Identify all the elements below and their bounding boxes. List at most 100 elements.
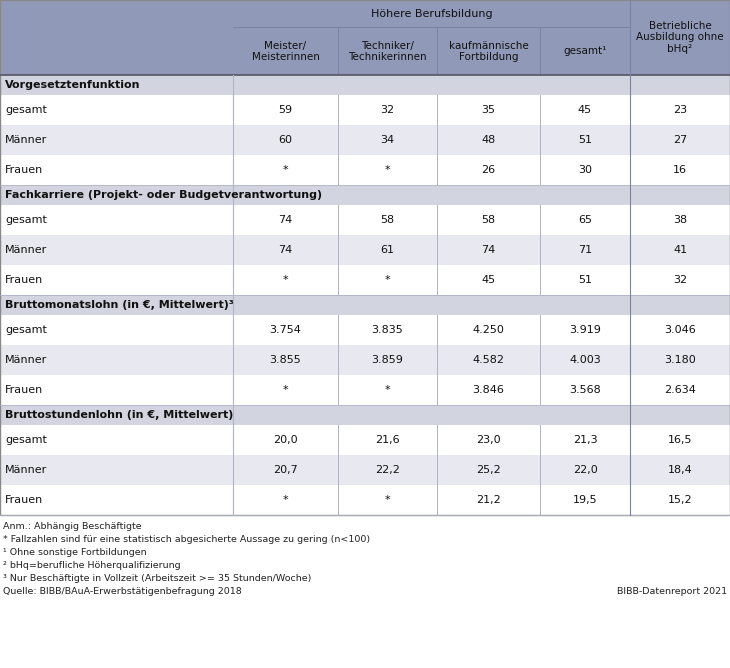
Text: Frauen: Frauen: [5, 385, 43, 395]
Bar: [437, 315, 438, 345]
Bar: [0, 205, 730, 235]
Text: Frauen: Frauen: [5, 275, 43, 285]
Text: 19,5: 19,5: [573, 495, 597, 505]
Text: 51: 51: [578, 135, 592, 145]
Text: 61: 61: [380, 245, 394, 255]
Bar: [233, 95, 234, 125]
Bar: [233, 125, 234, 155]
Text: 35: 35: [482, 105, 496, 115]
Bar: [540, 125, 541, 155]
Text: 16,5: 16,5: [668, 435, 692, 445]
Text: 3.180: 3.180: [664, 355, 696, 365]
Text: Männer: Männer: [5, 245, 47, 255]
Text: Vorgesetztenfunktion: Vorgesetztenfunktion: [5, 80, 140, 90]
Bar: [437, 375, 438, 405]
Bar: [630, 345, 631, 375]
Text: 23,0: 23,0: [476, 435, 501, 445]
Bar: [338, 425, 339, 455]
Text: ³ Nur Beschäftigte in Vollzeit (Arbeitszeit >= 35 Stunden/Woche): ³ Nur Beschäftigte in Vollzeit (Arbeitsz…: [3, 574, 312, 583]
Bar: [233, 485, 234, 515]
Text: 65: 65: [578, 215, 592, 225]
Bar: [233, 27, 630, 28]
Text: 58: 58: [482, 215, 496, 225]
Text: 20,0: 20,0: [273, 435, 298, 445]
Bar: [233, 455, 234, 485]
Bar: [233, 155, 234, 185]
Text: 30: 30: [578, 165, 592, 175]
Bar: [338, 345, 339, 375]
Bar: [233, 235, 234, 265]
Bar: [0, 375, 730, 405]
Bar: [0, 485, 730, 515]
Bar: [0, 265, 730, 295]
Bar: [0, 155, 730, 185]
Text: 45: 45: [578, 105, 592, 115]
Bar: [437, 28, 438, 75]
Bar: [338, 235, 339, 265]
Text: Bruttomonatslohn (in €, Mittelwert)³: Bruttomonatslohn (in €, Mittelwert)³: [5, 300, 234, 310]
Bar: [0, 315, 730, 345]
Text: 21,2: 21,2: [476, 495, 501, 505]
Bar: [0, 185, 730, 205]
Text: 4.582: 4.582: [472, 355, 504, 365]
Text: 51: 51: [578, 275, 592, 285]
Text: 74: 74: [278, 245, 293, 255]
Bar: [630, 95, 631, 125]
Bar: [630, 265, 631, 295]
Bar: [338, 95, 339, 125]
Text: 25,2: 25,2: [476, 465, 501, 475]
Bar: [338, 265, 339, 295]
Bar: [540, 485, 541, 515]
Text: 15,2: 15,2: [668, 495, 692, 505]
Text: 74: 74: [278, 215, 293, 225]
Text: Männer: Männer: [5, 355, 47, 365]
Bar: [338, 28, 437, 75]
Text: 3.859: 3.859: [372, 355, 404, 365]
Text: 16: 16: [673, 165, 687, 175]
Bar: [437, 485, 438, 515]
Bar: [338, 375, 339, 405]
Text: 32: 32: [673, 275, 687, 285]
Bar: [540, 455, 541, 485]
Text: 34: 34: [380, 135, 394, 145]
Text: Fachkarriere (Projekt- oder Budgetverantwortung): Fachkarriere (Projekt- oder Budgetverant…: [5, 190, 322, 200]
Text: Meister/
Meisterinnen: Meister/ Meisterinnen: [252, 41, 320, 62]
Bar: [338, 28, 339, 75]
Text: gesamt: gesamt: [5, 435, 47, 445]
Bar: [338, 485, 339, 515]
Text: * Fallzahlen sind für eine statistisch abgesicherte Aussage zu gering (n<100): * Fallzahlen sind für eine statistisch a…: [3, 535, 370, 544]
Bar: [630, 315, 631, 345]
Bar: [437, 345, 438, 375]
Bar: [630, 0, 730, 75]
Bar: [630, 125, 631, 155]
Bar: [0, 0, 233, 75]
Bar: [233, 375, 234, 405]
Text: 21,3: 21,3: [573, 435, 597, 445]
Bar: [233, 345, 234, 375]
Text: ¹ Ohne sonstige Fortbildungen: ¹ Ohne sonstige Fortbildungen: [3, 548, 147, 557]
Text: 48: 48: [481, 135, 496, 145]
Bar: [0, 425, 730, 455]
Text: gesamt: gesamt: [5, 215, 47, 225]
Bar: [0, 125, 730, 155]
Text: *: *: [385, 275, 391, 285]
Text: 32: 32: [380, 105, 394, 115]
Text: *: *: [385, 165, 391, 175]
Text: 41: 41: [673, 245, 687, 255]
Text: 60: 60: [279, 135, 293, 145]
Bar: [540, 205, 541, 235]
Text: 22,0: 22,0: [572, 465, 597, 475]
Bar: [540, 375, 541, 405]
Bar: [437, 95, 438, 125]
Text: Frauen: Frauen: [5, 495, 43, 505]
Bar: [233, 265, 234, 295]
Bar: [338, 315, 339, 345]
Text: Höhere Berufsbildung: Höhere Berufsbildung: [371, 9, 492, 19]
Text: 3.754: 3.754: [269, 325, 301, 335]
Text: Männer: Männer: [5, 135, 47, 145]
Text: *: *: [283, 385, 288, 395]
Bar: [0, 235, 730, 265]
Bar: [233, 205, 234, 235]
Bar: [630, 235, 631, 265]
Text: *: *: [385, 385, 391, 395]
